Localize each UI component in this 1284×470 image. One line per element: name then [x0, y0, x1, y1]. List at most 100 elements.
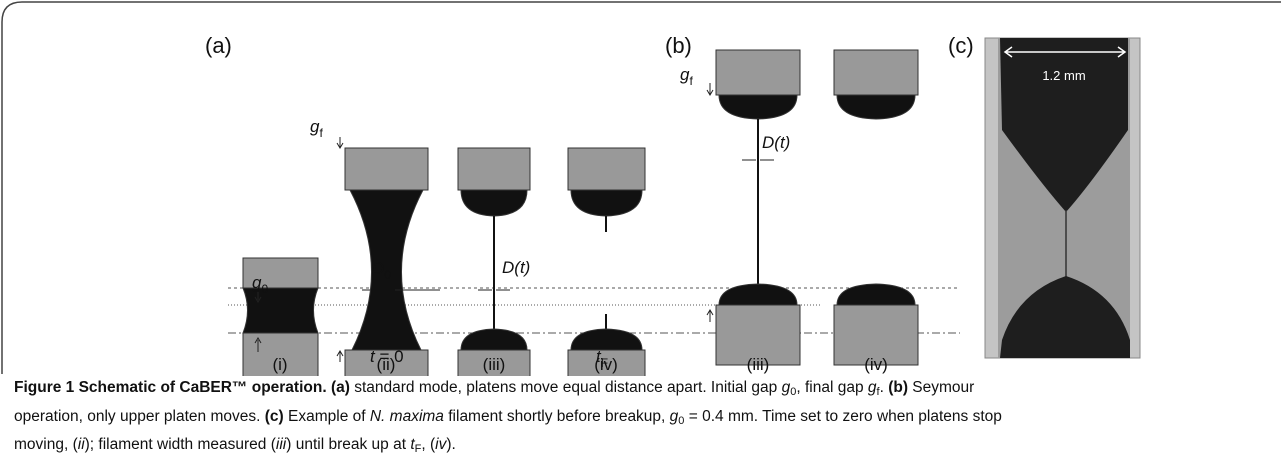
- platen: [242, 257, 319, 289]
- caption-text: 0: [678, 414, 685, 427]
- fluid: [460, 189, 528, 217]
- arrows: [254, 83, 774, 362]
- caption-text: .: [879, 379, 889, 396]
- stage-label: (iii): [483, 355, 506, 374]
- caption-text: Example of: [283, 407, 370, 425]
- text-part: D(t): [502, 258, 530, 277]
- platen: [715, 304, 801, 366]
- caption-text: ); filament width measured (: [84, 436, 276, 453]
- caption: Figure 1 Schematic of CaBER™ operation. …: [14, 376, 1274, 462]
- caption-text: = 0.4 mm. Time set to zero when platens …: [684, 407, 1002, 425]
- caption-text: iv: [435, 436, 447, 453]
- arrow: [254, 337, 262, 352]
- text-part: t: [370, 347, 376, 366]
- symbol-label: D(t): [502, 258, 530, 277]
- caption-text: Seymour: [907, 379, 975, 396]
- text-part: g: [310, 117, 320, 136]
- caption-text: N. maxima: [369, 407, 444, 425]
- frame: [1, 1, 1281, 374]
- arrow: [336, 350, 344, 362]
- panel-label: (b): [665, 33, 692, 58]
- text-part: 0: [261, 282, 268, 296]
- platen: [344, 147, 429, 191]
- caption-text: ii: [77, 436, 85, 453]
- caption-text: 0: [790, 386, 797, 398]
- arrow: [706, 83, 714, 96]
- text-part: f: [689, 74, 693, 88]
- caption-text: g: [867, 379, 877, 396]
- fluid: [836, 94, 916, 120]
- symbol-label: D0: [372, 259, 391, 282]
- time-label: t = 0: [370, 347, 404, 366]
- text-part: 0: [384, 268, 391, 282]
- platen: [715, 49, 801, 96]
- platen: [567, 349, 646, 376]
- platen: [344, 349, 429, 376]
- text-part: g: [252, 273, 262, 292]
- stage-label: (iv): [864, 355, 888, 374]
- caption-text: operation, only upper platen moves.: [14, 407, 265, 425]
- caption-line: Figure 1 Schematic of CaBER™ operation. …: [14, 376, 1274, 405]
- caption-text: f: [876, 386, 880, 398]
- platen: [567, 147, 646, 191]
- text-part: F: [601, 356, 608, 370]
- caption-text: F: [414, 443, 422, 455]
- caption-text: iii: [275, 436, 287, 453]
- time-label: tF: [596, 347, 608, 370]
- platen: [833, 49, 919, 96]
- symbol-label: gf: [680, 65, 693, 88]
- caption-text: (b): [888, 379, 908, 396]
- symbol-label: g0: [252, 273, 268, 296]
- fluid: [718, 94, 798, 120]
- diagram: [242, 49, 919, 376]
- symbol-label: D(t): [762, 133, 790, 152]
- fluid: [242, 287, 319, 334]
- text-part: t: [596, 347, 602, 366]
- text-part: D: [372, 259, 384, 278]
- text-part: f: [319, 126, 323, 140]
- caption-text: ).: [446, 436, 456, 453]
- arrow: [254, 292, 262, 303]
- platen: [833, 304, 919, 366]
- fluid: [836, 283, 916, 306]
- panel-label: (c): [948, 33, 974, 58]
- caption-line: operation, only upper platen moves. (c) …: [14, 405, 1274, 434]
- fluid: [460, 328, 528, 351]
- figure: 1.2 mm (a) (b) (c) g0 gf D0 D(t) gf D(t)…: [1, 1, 1281, 376]
- caption-text: t: [410, 436, 415, 453]
- caption-text: , final gap: [796, 379, 868, 396]
- caption-text: g: [669, 407, 679, 425]
- text-part: g: [680, 65, 690, 84]
- stage-label: (iv): [594, 355, 618, 374]
- droplet: [1000, 38, 1128, 212]
- arrow: [706, 309, 714, 322]
- caption-text: Figure 1 Schematic of CaBER™ operation. …: [14, 379, 350, 396]
- scale-arrow: [1003, 46, 1127, 58]
- droplet: [1000, 276, 1130, 358]
- caption-line: moving, (ii); filament width measured (i…: [14, 433, 1274, 462]
- photo: 1.2 mm: [984, 37, 1141, 359]
- scale-label: 1.2 mm: [1042, 68, 1085, 83]
- caption-text: moving, (: [14, 436, 78, 453]
- caption-text: , (: [421, 436, 436, 453]
- caption-text: standard mode, platens move equal distan…: [349, 379, 782, 396]
- caption-text: filament shortly before breakup,: [443, 407, 670, 425]
- stage-label: (i): [272, 355, 287, 374]
- fluid: [570, 328, 643, 351]
- platen: [457, 349, 531, 376]
- stage-label: (iii): [747, 355, 770, 374]
- platen: [457, 147, 531, 191]
- text-part: D(t): [762, 133, 790, 152]
- caption-text: (c): [264, 407, 284, 425]
- arrow: [336, 137, 344, 149]
- stage-label: (ii): [377, 355, 396, 374]
- panel-label: (a): [205, 33, 232, 58]
- fluid: [570, 189, 643, 217]
- caption-text: g: [781, 379, 791, 396]
- fluid: [718, 283, 798, 306]
- symbol-label: gf: [310, 117, 323, 140]
- platen: [242, 332, 319, 376]
- caption-text: ) until break up at: [286, 436, 411, 453]
- text-part: = 0: [375, 347, 404, 366]
